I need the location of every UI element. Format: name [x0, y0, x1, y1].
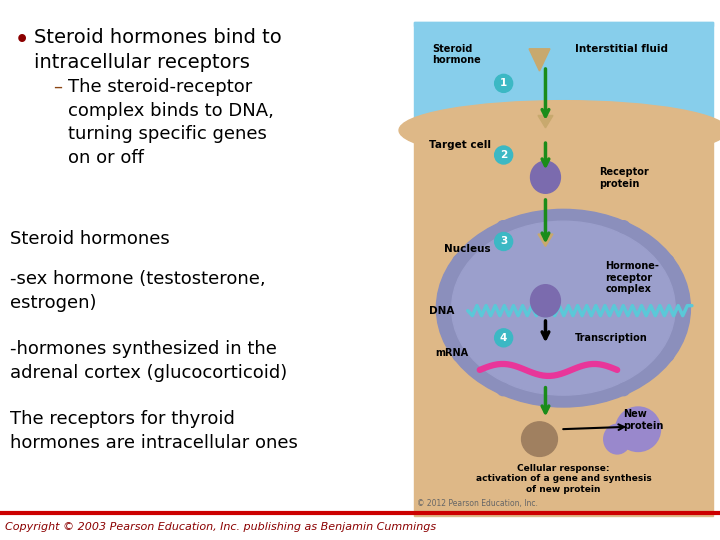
Ellipse shape	[678, 302, 690, 314]
Text: -sex hormone (testosterone,
estrogen): -sex hormone (testosterone, estrogen)	[10, 270, 266, 312]
Text: The receptors for thyroid
hormones are intracellular ones: The receptors for thyroid hormones are i…	[10, 410, 298, 451]
Text: Steroid hormones: Steroid hormones	[10, 230, 170, 248]
Text: Steroid
hormone: Steroid hormone	[432, 44, 481, 65]
Ellipse shape	[521, 422, 557, 456]
Text: –: –	[53, 78, 63, 96]
Text: Copyright © 2003 Pearson Education, Inc. publishing as Benjamin Cummings: Copyright © 2003 Pearson Education, Inc.…	[5, 522, 436, 532]
Text: 4: 4	[500, 333, 508, 343]
Ellipse shape	[497, 221, 509, 233]
Circle shape	[495, 146, 513, 164]
Text: New
protein: New protein	[623, 409, 664, 431]
Text: Interstitial fluid: Interstitial fluid	[575, 44, 668, 54]
Ellipse shape	[436, 210, 690, 407]
Text: The steroid-receptor
complex binds to DNA,
turning specific genes
on or off: The steroid-receptor complex binds to DN…	[68, 78, 274, 167]
Ellipse shape	[618, 383, 630, 396]
Text: Transcription: Transcription	[575, 333, 648, 343]
Text: © 2012 Pearson Education, Inc.: © 2012 Pearson Education, Inc.	[417, 499, 538, 508]
Ellipse shape	[618, 221, 630, 233]
Text: Receptor
protein: Receptor protein	[599, 167, 649, 189]
Text: •: •	[15, 30, 29, 50]
Ellipse shape	[531, 161, 560, 193]
Text: -hormones synthesized in the
adrenal cortex (glucocorticoid): -hormones synthesized in the adrenal cor…	[10, 340, 287, 382]
Text: 3: 3	[500, 237, 508, 246]
Ellipse shape	[437, 302, 449, 314]
Ellipse shape	[616, 407, 660, 451]
Bar	[414, 22, 713, 25]
Ellipse shape	[453, 349, 465, 361]
Ellipse shape	[497, 383, 509, 396]
Text: Target cell: Target cell	[429, 140, 491, 150]
Text: mRNA: mRNA	[435, 348, 468, 357]
Text: Nucleus: Nucleus	[444, 244, 490, 254]
Text: Steroid hormones bind to
intracellular receptors: Steroid hormones bind to intracellular r…	[34, 28, 282, 72]
Ellipse shape	[399, 100, 720, 160]
Bar	[414, 130, 713, 516]
Text: 1: 1	[500, 78, 508, 89]
Ellipse shape	[451, 221, 675, 395]
Circle shape	[495, 233, 513, 251]
Polygon shape	[529, 49, 550, 71]
Text: 2: 2	[500, 150, 508, 160]
Circle shape	[495, 75, 513, 92]
Text: DNA: DNA	[429, 306, 454, 316]
Ellipse shape	[453, 255, 465, 267]
Text: Cellular response:
activation of a gene and synthesis
of new protein: Cellular response: activation of a gene …	[475, 464, 652, 494]
Ellipse shape	[604, 424, 631, 454]
Ellipse shape	[531, 285, 560, 317]
Circle shape	[495, 329, 513, 347]
Ellipse shape	[662, 255, 674, 267]
Ellipse shape	[662, 349, 674, 361]
Bar	[414, 22, 713, 130]
Text: Hormone-
receptor
complex: Hormone- receptor complex	[606, 261, 659, 294]
Polygon shape	[538, 116, 553, 128]
Polygon shape	[538, 234, 553, 246]
